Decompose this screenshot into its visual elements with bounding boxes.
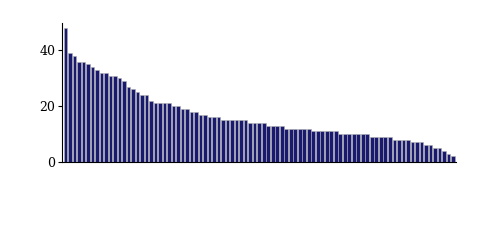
Bar [185, 109, 189, 162]
Bar [172, 106, 175, 162]
Bar [77, 62, 81, 162]
Bar [212, 117, 216, 162]
Bar [68, 53, 72, 162]
Bar [271, 126, 275, 162]
Bar [276, 126, 279, 162]
Bar [357, 134, 360, 162]
Bar [374, 137, 378, 162]
Bar [446, 154, 450, 162]
Bar [136, 92, 139, 162]
Bar [100, 73, 103, 162]
Bar [208, 117, 212, 162]
Bar [307, 128, 311, 162]
Bar [248, 123, 252, 162]
Bar [361, 134, 365, 162]
Bar [95, 70, 99, 162]
Bar [280, 126, 284, 162]
Bar [379, 137, 383, 162]
Bar [365, 134, 369, 162]
Bar [86, 64, 90, 162]
Bar [158, 104, 162, 162]
Bar [204, 115, 207, 162]
Bar [302, 128, 306, 162]
Bar [343, 134, 347, 162]
Bar [406, 140, 409, 162]
Bar [298, 128, 301, 162]
Bar [325, 131, 328, 162]
Bar [289, 128, 292, 162]
Bar [262, 123, 265, 162]
Bar [442, 151, 445, 162]
Bar [293, 128, 297, 162]
Bar [244, 120, 248, 162]
Bar [127, 87, 131, 162]
Bar [253, 123, 256, 162]
Bar [132, 90, 135, 162]
Bar [415, 142, 419, 162]
Bar [348, 134, 351, 162]
Bar [235, 120, 239, 162]
Bar [113, 76, 117, 162]
Bar [424, 145, 428, 162]
Bar [226, 120, 229, 162]
Bar [410, 142, 414, 162]
Bar [451, 156, 455, 162]
Bar [140, 95, 144, 162]
Bar [384, 137, 387, 162]
Bar [321, 131, 324, 162]
Bar [64, 28, 67, 162]
Bar [316, 131, 320, 162]
Bar [217, 117, 220, 162]
Bar [397, 140, 401, 162]
Bar [329, 131, 333, 162]
Bar [118, 78, 121, 162]
Bar [176, 106, 180, 162]
Bar [91, 67, 95, 162]
Bar [393, 140, 396, 162]
Bar [312, 131, 315, 162]
Bar [420, 142, 423, 162]
Bar [154, 104, 157, 162]
Bar [221, 120, 225, 162]
Bar [388, 137, 392, 162]
Bar [285, 128, 288, 162]
Bar [168, 104, 171, 162]
Bar [230, 120, 234, 162]
Bar [122, 81, 126, 162]
Bar [257, 123, 261, 162]
Bar [334, 131, 337, 162]
Bar [82, 62, 85, 162]
Bar [338, 134, 342, 162]
Bar [352, 134, 356, 162]
Bar [401, 140, 405, 162]
Bar [190, 112, 193, 162]
Bar [199, 115, 203, 162]
Bar [104, 73, 108, 162]
Bar [163, 104, 167, 162]
Bar [266, 126, 270, 162]
Bar [433, 148, 437, 162]
Bar [181, 109, 184, 162]
Bar [73, 56, 76, 162]
Bar [240, 120, 243, 162]
Bar [145, 95, 148, 162]
Bar [429, 145, 432, 162]
Bar [194, 112, 198, 162]
Bar [370, 137, 373, 162]
Bar [149, 101, 153, 162]
Bar [438, 148, 441, 162]
Bar [109, 76, 112, 162]
